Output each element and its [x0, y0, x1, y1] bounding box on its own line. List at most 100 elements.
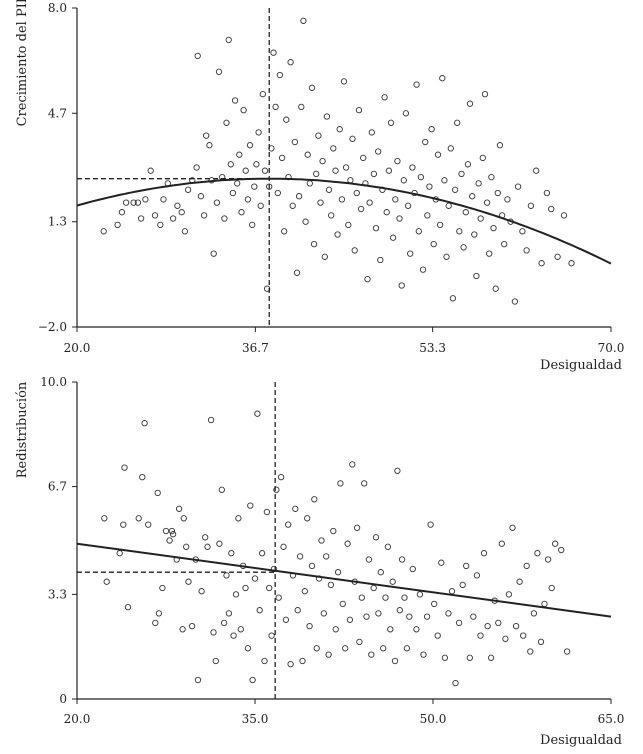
data-point: [516, 578, 523, 585]
fit-line-growth: [76, 177, 612, 265]
data-point: [188, 622, 196, 630]
data-point: [464, 161, 472, 168]
data-point: [504, 196, 511, 203]
data-point: [415, 228, 422, 235]
data-point: [413, 81, 420, 88]
data-point: [235, 515, 242, 522]
data-point: [398, 556, 406, 563]
data-point: [223, 119, 230, 126]
data-point: [197, 193, 205, 200]
data-point: [237, 626, 244, 633]
data-point: [479, 154, 486, 162]
data-point: [231, 97, 239, 104]
data-point: [355, 106, 363, 114]
data-point: [278, 154, 286, 162]
data-point: [342, 645, 349, 652]
data-point: [358, 594, 365, 601]
fit-line-redistribution: [76, 542, 612, 618]
data-point: [370, 170, 378, 178]
data-point: [554, 253, 561, 260]
data-point: [225, 610, 233, 617]
data-point: [357, 205, 365, 213]
data-point: [276, 71, 284, 79]
data-point: [534, 550, 541, 557]
data-point: [135, 515, 142, 522]
data-point: [404, 202, 412, 209]
data-point: [183, 543, 190, 550]
data-point: [407, 250, 414, 257]
data-point: [251, 575, 259, 582]
data-point: [247, 502, 254, 509]
data-point: [480, 550, 488, 557]
data-point: [423, 613, 431, 620]
data-point: [449, 295, 457, 302]
y-tick-label: 0: [59, 692, 67, 706]
data-point: [533, 167, 540, 174]
data-point: [272, 103, 279, 111]
data-point: [212, 657, 219, 665]
data-point: [344, 540, 351, 547]
data-point: [447, 145, 454, 152]
data-point: [317, 199, 324, 206]
data-point: [520, 632, 527, 639]
data-point: [361, 480, 368, 487]
data-point: [509, 524, 516, 531]
data-point: [501, 240, 508, 248]
data-point: [389, 578, 396, 585]
data-point: [394, 467, 401, 474]
data-point: [400, 177, 407, 184]
data-point: [121, 464, 128, 471]
data-point: [120, 521, 127, 528]
data-point: [523, 247, 530, 254]
data-point: [372, 534, 380, 541]
data-point: [221, 215, 228, 222]
data-point: [261, 167, 269, 174]
data-point: [174, 202, 181, 209]
data-point: [242, 584, 249, 592]
data-point: [257, 202, 264, 209]
data-point: [337, 480, 344, 487]
data-point: [338, 196, 346, 203]
data-point: [152, 619, 159, 627]
data-point: [387, 119, 395, 126]
data-point: [466, 654, 473, 661]
data-point: [166, 537, 173, 544]
data-point: [200, 212, 208, 219]
data-point: [244, 645, 252, 652]
data-point: [330, 527, 337, 535]
data-point: [118, 209, 126, 216]
data-point: [114, 221, 121, 229]
data-point: [347, 177, 354, 184]
data-point: [422, 138, 429, 146]
y-tick-label: 4.7: [48, 106, 67, 120]
data-point: [215, 68, 223, 75]
data-point: [325, 651, 332, 658]
data-point: [490, 224, 497, 232]
data-point: [385, 167, 393, 174]
data-point: [310, 240, 318, 248]
data-point: [321, 253, 328, 260]
chart-panel-redistribution: Redistribución Desigualdad 20.0 35.0 50.0 6…: [15, 375, 624, 748]
data-point: [332, 167, 339, 174]
data-point: [473, 572, 481, 579]
data-point: [514, 183, 522, 190]
data-point: [249, 676, 256, 684]
data-point: [228, 550, 235, 557]
y-axis-title-redistribution: Redistribución: [15, 381, 30, 478]
data-point: [280, 543, 287, 550]
y-tick-label: 1.3: [48, 215, 67, 229]
data-point: [220, 619, 228, 627]
data-point: [311, 496, 318, 503]
data-point: [483, 199, 491, 206]
data-point: [207, 416, 215, 424]
data-point: [175, 505, 183, 512]
data-point: [345, 221, 352, 229]
data-point: [304, 515, 311, 522]
data-point: [296, 553, 304, 560]
data-point: [259, 90, 266, 98]
data-point: [300, 17, 307, 24]
data-point: [436, 221, 444, 229]
data-point: [419, 266, 427, 273]
data-point: [477, 632, 484, 639]
data-point: [134, 199, 142, 206]
